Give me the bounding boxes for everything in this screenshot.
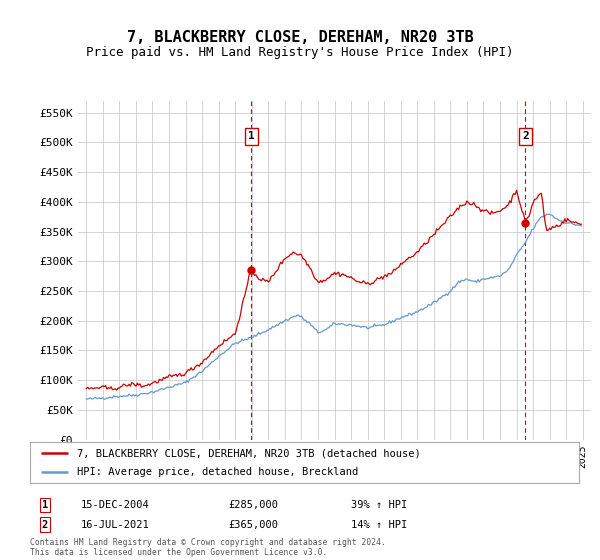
Text: 2: 2	[522, 132, 529, 142]
Text: Contains HM Land Registry data © Crown copyright and database right 2024.
This d: Contains HM Land Registry data © Crown c…	[30, 538, 386, 557]
Text: 15-DEC-2004: 15-DEC-2004	[81, 500, 150, 510]
Text: Price paid vs. HM Land Registry's House Price Index (HPI): Price paid vs. HM Land Registry's House …	[86, 46, 514, 59]
Text: 16-JUL-2021: 16-JUL-2021	[81, 520, 150, 530]
Text: 7, BLACKBERRY CLOSE, DEREHAM, NR20 3TB (detached house): 7, BLACKBERRY CLOSE, DEREHAM, NR20 3TB (…	[77, 449, 421, 458]
Text: 2: 2	[42, 520, 48, 530]
Text: 14% ↑ HPI: 14% ↑ HPI	[351, 520, 407, 530]
Text: 1: 1	[248, 132, 254, 142]
Text: 39% ↑ HPI: 39% ↑ HPI	[351, 500, 407, 510]
Text: £285,000: £285,000	[228, 500, 278, 510]
Text: HPI: Average price, detached house, Breckland: HPI: Average price, detached house, Brec…	[77, 467, 358, 477]
Text: 1: 1	[42, 500, 48, 510]
Text: 7, BLACKBERRY CLOSE, DEREHAM, NR20 3TB: 7, BLACKBERRY CLOSE, DEREHAM, NR20 3TB	[127, 30, 473, 45]
Text: £365,000: £365,000	[228, 520, 278, 530]
